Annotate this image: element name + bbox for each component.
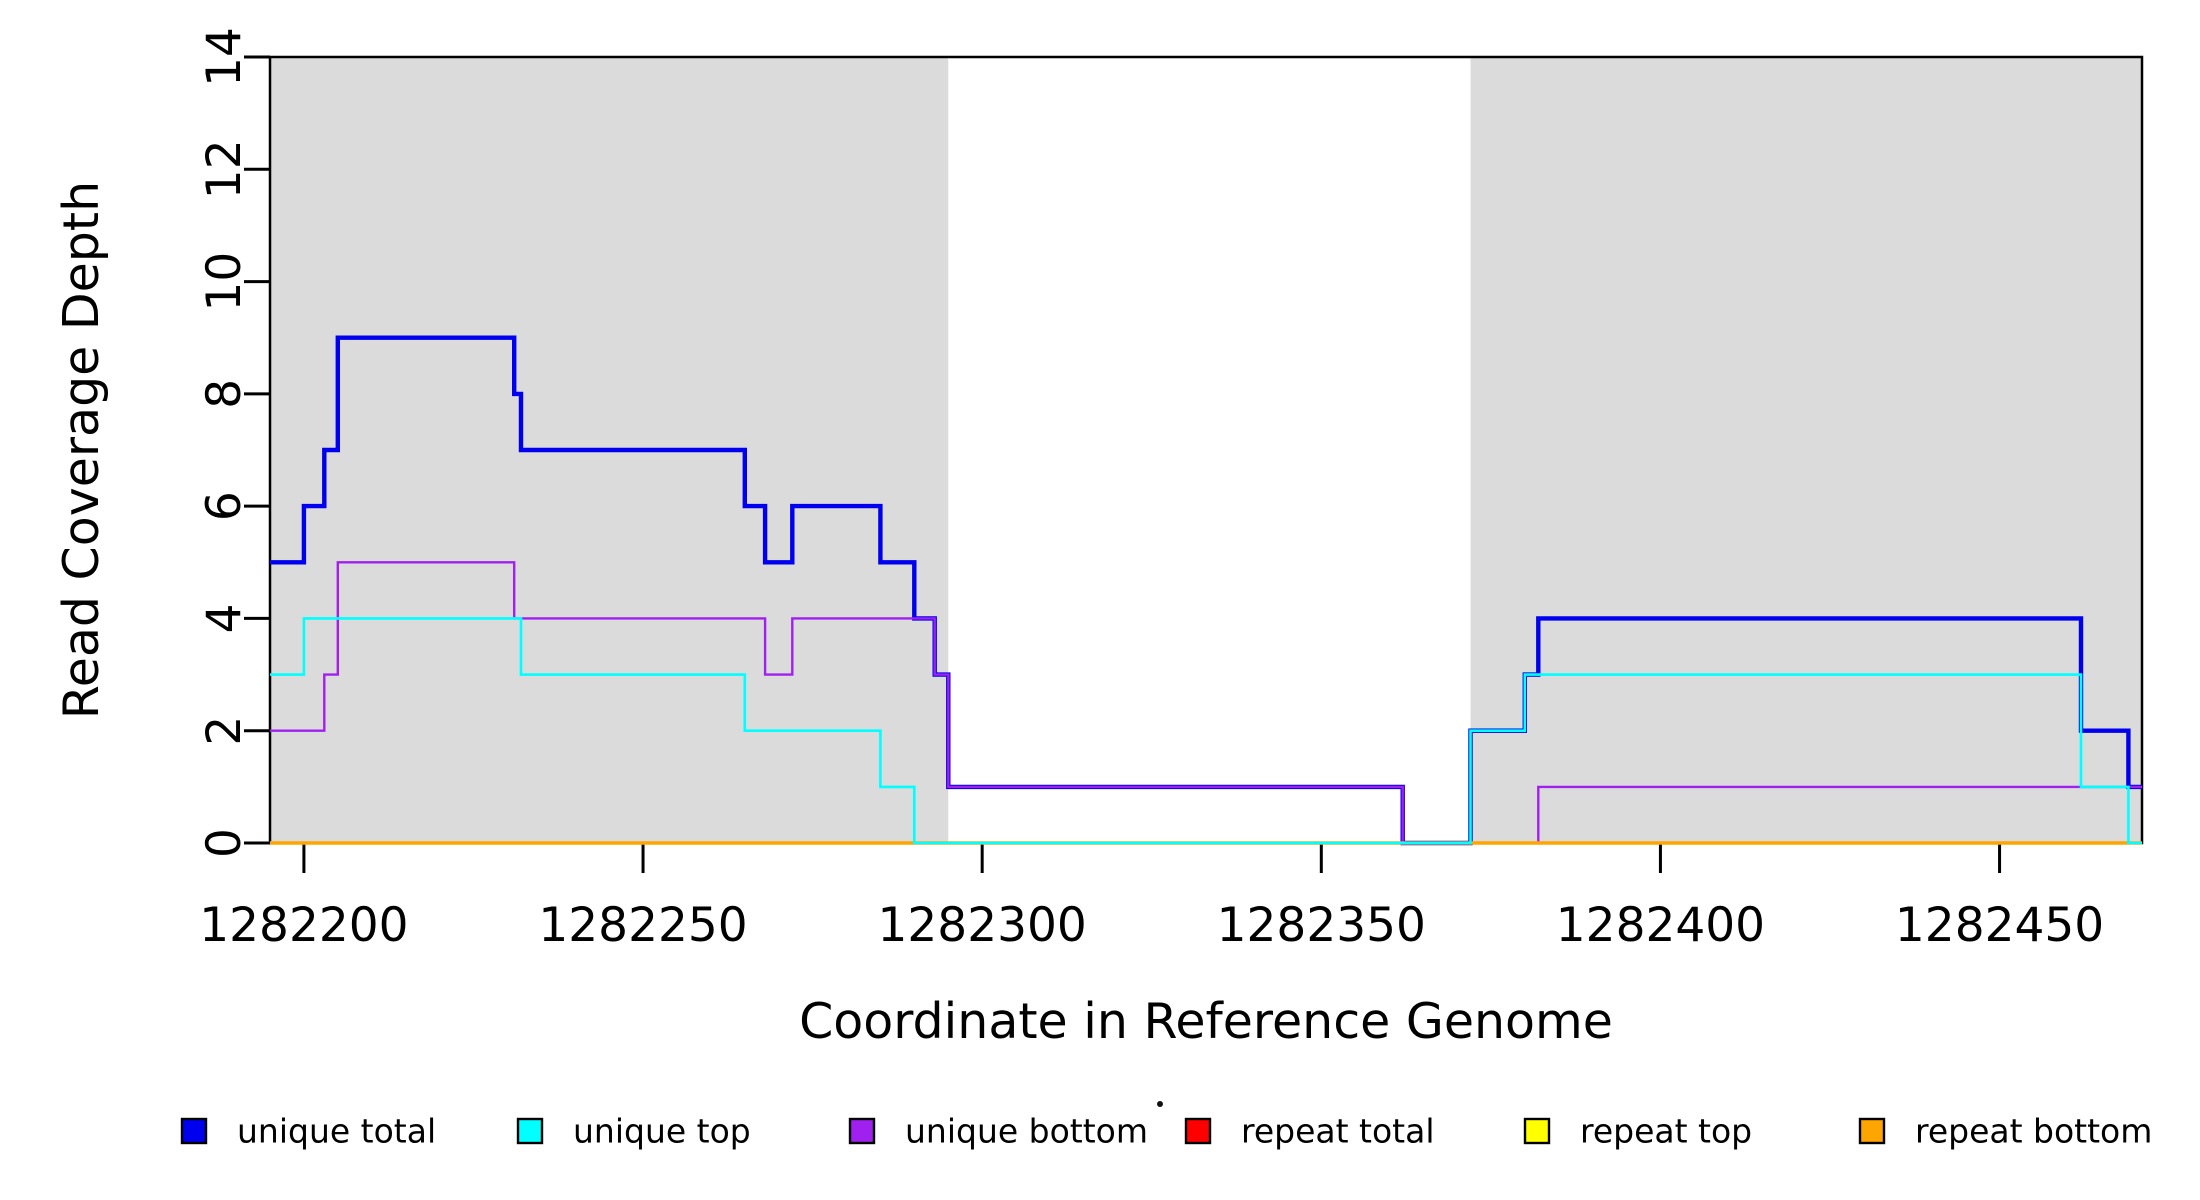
legend-swatch <box>1184 1117 1212 1145</box>
x-tick-label: 1282300 <box>878 898 1087 953</box>
repeat-region-right <box>1470 57 2142 843</box>
series-lines <box>270 335 2142 846</box>
legend-label: unique bottom <box>905 1112 1148 1151</box>
x-tick-label: 1282250 <box>538 898 747 953</box>
legend-swatch <box>848 1117 876 1145</box>
y-tick-label: 12 <box>197 139 252 199</box>
x-axis-title: Coordinate in Reference Genome <box>799 993 1613 1050</box>
y-tick-label: 6 <box>197 491 252 521</box>
y-axis-title: Read Coverage Depth <box>53 181 110 719</box>
stray-dot <box>1157 1101 1163 1107</box>
y-tick-label: 10 <box>197 252 252 312</box>
legend: unique total unique top unique bottom repea… <box>180 1112 2152 1151</box>
legend-label: repeat bottom <box>1915 1112 2152 1151</box>
x-tick-label: 1282200 <box>199 898 408 953</box>
legend-swatch <box>180 1117 208 1145</box>
x-axis-ticks: 1282200 1282250 1282300 1282350 1282400 12824… <box>199 843 2104 953</box>
shaded-regions <box>270 57 2142 843</box>
legend-swatch <box>516 1117 544 1145</box>
legend-item-repeat-total: repeat total <box>1184 1112 1435 1151</box>
x-tick-label: 1282450 <box>1895 898 2104 953</box>
legend-item-repeat-top: repeat top <box>1523 1112 1752 1151</box>
legend-item-unique-top: unique top <box>516 1112 751 1151</box>
legend-label: unique top <box>573 1112 751 1151</box>
legend-item-unique-bottom: unique bottom <box>848 1112 1148 1151</box>
y-tick-label: 4 <box>197 603 252 633</box>
legend-swatch <box>1858 1117 1886 1145</box>
y-tick-label: 0 <box>197 828 252 858</box>
legend-label: repeat top <box>1580 1112 1752 1151</box>
legend-swatch <box>1523 1117 1551 1145</box>
legend-item-unique-total: unique total <box>180 1112 436 1151</box>
legend-label: unique total <box>237 1112 436 1151</box>
x-tick-label: 1282400 <box>1556 898 1765 953</box>
series-line-unique-bottom <box>270 561 2142 845</box>
x-tick-label: 1282350 <box>1217 898 1426 953</box>
y-tick-label: 14 <box>197 27 252 87</box>
legend-label: repeat total <box>1241 1112 1435 1151</box>
series-line-unique-top <box>270 617 2142 845</box>
y-tick-label: 8 <box>197 379 252 409</box>
legend-item-repeat-bottom: repeat bottom <box>1858 1112 2152 1151</box>
y-tick-label: 2 <box>197 716 252 746</box>
y-axis-ticks: 0 2 4 6 8 10 12 14 <box>197 27 270 858</box>
